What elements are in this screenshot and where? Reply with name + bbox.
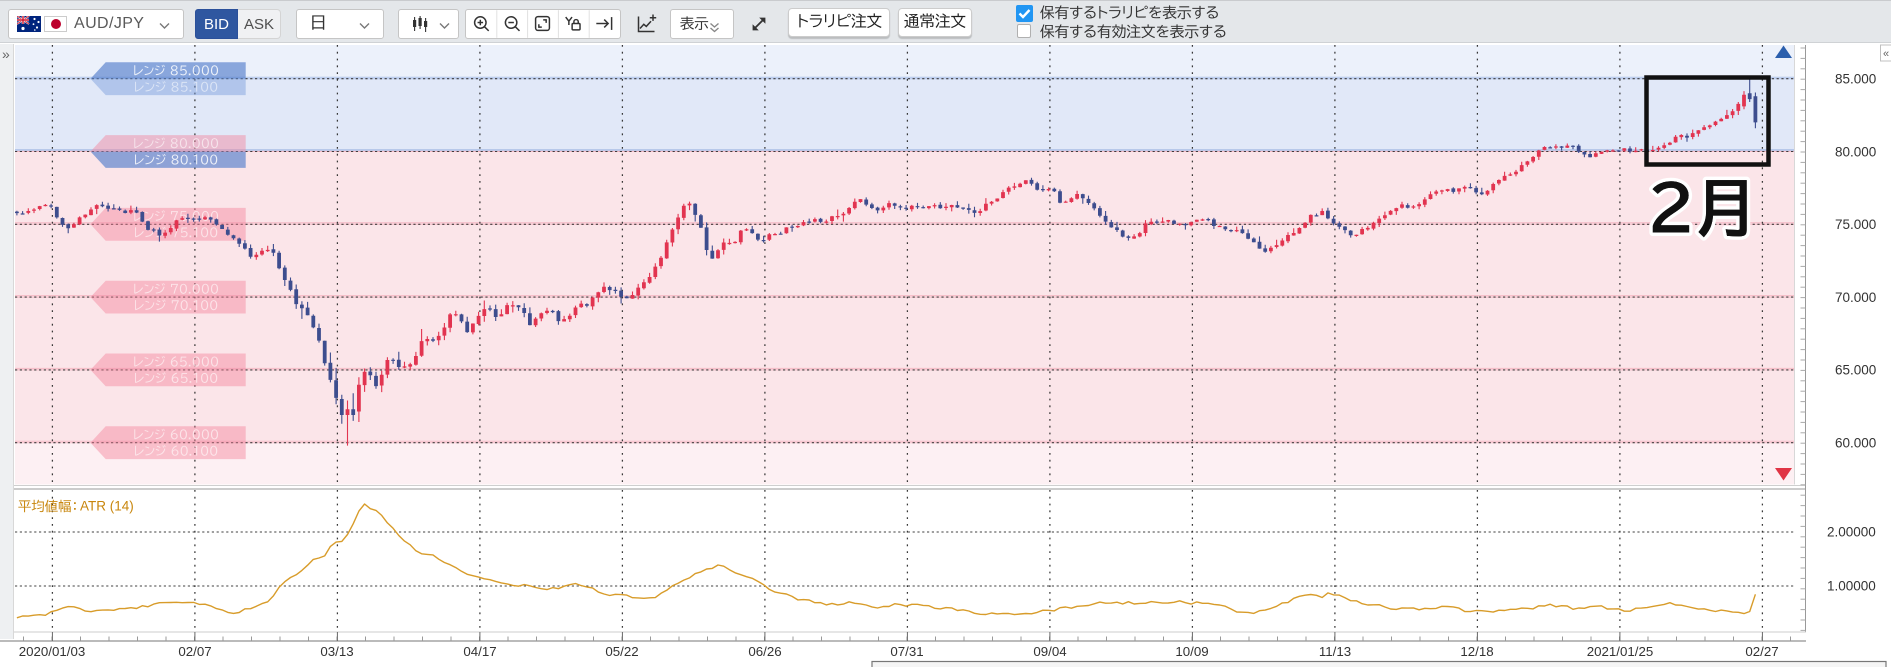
svg-text:03/13: 03/13 <box>320 644 353 659</box>
svg-text:09/04: 09/04 <box>1033 644 1066 659</box>
svg-text:80.000: 80.000 <box>1835 144 1876 159</box>
svg-text:10/09: 10/09 <box>1175 644 1208 659</box>
svg-text:2.00000: 2.00000 <box>1827 525 1876 540</box>
svg-text:«: « <box>1883 48 1889 60</box>
svg-text:1.00000: 1.00000 <box>1827 579 1876 594</box>
svg-text:11/13: 11/13 <box>1319 644 1351 659</box>
svg-text:75.000: 75.000 <box>1835 217 1876 232</box>
svg-text:»: » <box>2 46 10 62</box>
svg-text:60.000: 60.000 <box>1835 436 1876 451</box>
svg-text:02/27: 02/27 <box>1745 644 1778 659</box>
svg-text:85.000: 85.000 <box>1835 72 1876 87</box>
svg-text:65.000: 65.000 <box>1835 363 1876 378</box>
svg-text:70.000: 70.000 <box>1835 290 1876 305</box>
svg-text:12/18: 12/18 <box>1460 644 1493 659</box>
svg-text:05/22: 05/22 <box>605 644 638 659</box>
svg-text:ATR (14): ATR (14) <box>80 499 134 514</box>
svg-text:02/07: 02/07 <box>178 644 211 659</box>
svg-text:06/26: 06/26 <box>748 644 781 659</box>
svg-text:2021/01/25: 2021/01/25 <box>1587 644 1654 659</box>
svg-text:2020/01/03: 2020/01/03 <box>19 644 86 659</box>
svg-text:04/17: 04/17 <box>463 644 496 659</box>
svg-text:07/31: 07/31 <box>890 644 923 659</box>
